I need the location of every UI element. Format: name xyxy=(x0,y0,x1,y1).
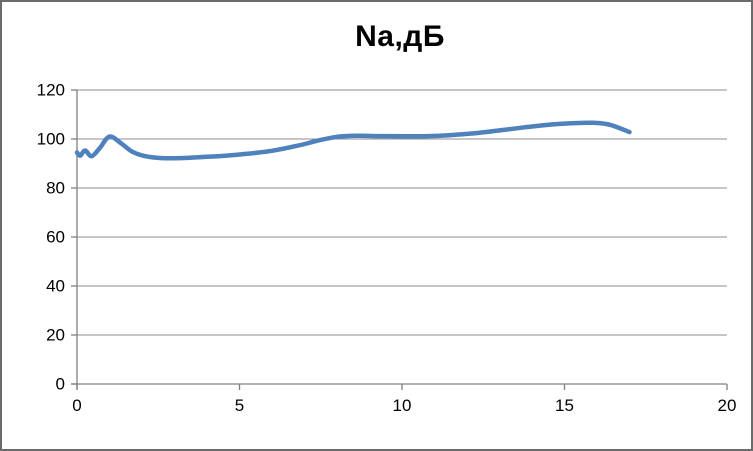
x-tick-label-10: 10 xyxy=(393,396,412,415)
x-tick-label-0: 0 xyxy=(72,396,81,415)
y-tick-label-120: 120 xyxy=(37,81,65,100)
x-tick-label-20: 20 xyxy=(718,396,737,415)
data-series-line-Na xyxy=(74,120,632,161)
y-tick-label-80: 80 xyxy=(46,179,65,198)
y-tick-label-20: 20 xyxy=(46,326,65,345)
y-tick-label-60: 60 xyxy=(46,228,65,247)
y-tick-label-100: 100 xyxy=(37,130,65,149)
chart-title: Na,дБ xyxy=(355,20,445,53)
y-tick-label-0: 0 xyxy=(56,375,65,394)
y-tick-label-40: 40 xyxy=(46,277,65,296)
x-tick-label-5: 5 xyxy=(235,396,244,415)
x-tick-label-15: 15 xyxy=(555,396,574,415)
